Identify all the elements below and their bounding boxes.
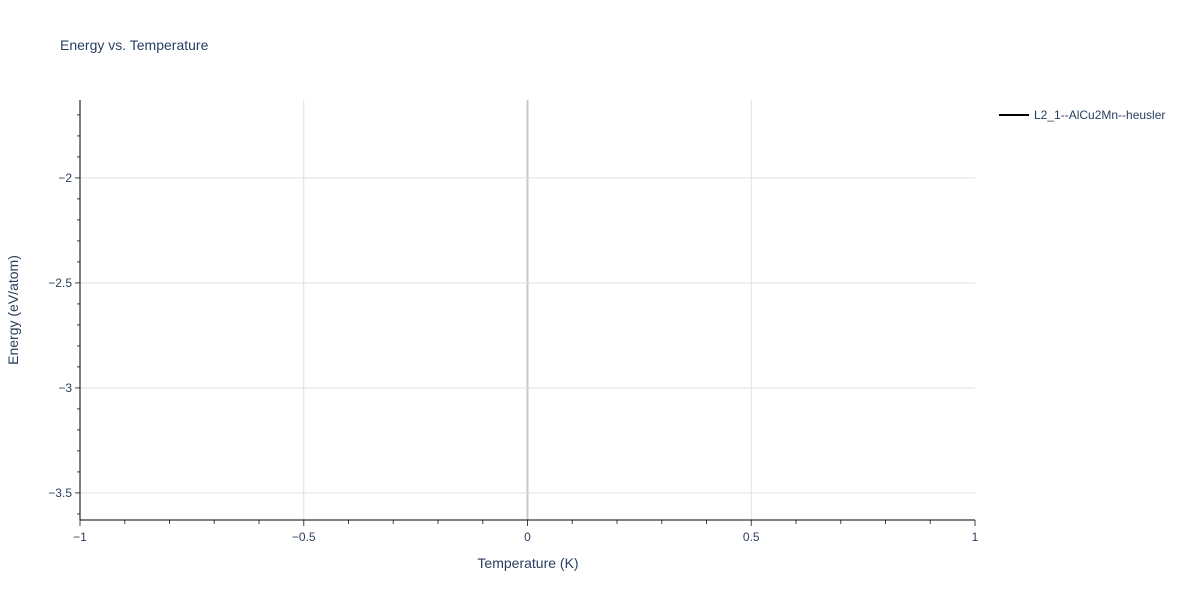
grid <box>80 100 975 520</box>
y-axis-label: Energy (eV/atom) <box>5 255 21 365</box>
x-tick-label: −1 <box>73 530 87 544</box>
legend[interactable]: L2_1--AlCu2Mn--heusler <box>999 108 1165 122</box>
y-tick-label: −2 <box>58 171 72 185</box>
y-tick-label: −3 <box>58 381 72 395</box>
x-tick-label: 0 <box>524 530 531 544</box>
x-tick-label: −0.5 <box>292 530 316 544</box>
axes: −1 −0.5 0 0.5 1 −2 −2.5 −3 −3.5 <box>48 100 979 544</box>
chart-title: Energy vs. Temperature <box>60 37 209 53</box>
x-axis-label: Temperature (K) <box>477 555 578 571</box>
x-tick-label: 0.5 <box>743 530 760 544</box>
y-tick-label: −2.5 <box>48 276 72 290</box>
legend-item-label[interactable]: L2_1--AlCu2Mn--heusler <box>1034 108 1165 122</box>
x-tick-label: 1 <box>972 530 979 544</box>
y-tick-label: −3.5 <box>48 486 72 500</box>
